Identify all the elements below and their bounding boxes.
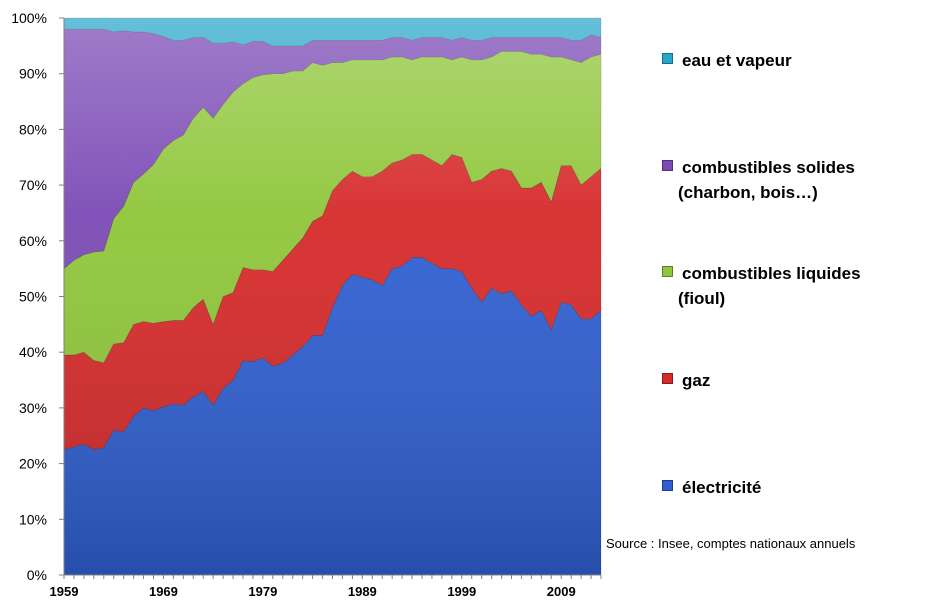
x-tick-label: 1999 xyxy=(447,584,476,599)
plot-gloss-overlay xyxy=(64,18,601,575)
y-tick-label: 0% xyxy=(27,567,47,583)
y-tick-label: 90% xyxy=(19,66,47,82)
x-tick-label: 1969 xyxy=(149,584,178,599)
y-tick-label: 100% xyxy=(11,10,47,26)
y-tick-label: 10% xyxy=(19,511,47,527)
legend-swatch-gaz xyxy=(662,373,673,384)
legend-item-combustibles-solides: combustibles solides (charbon, bois…) xyxy=(662,155,855,205)
y-tick-label: 80% xyxy=(19,121,47,137)
legend-label-gaz: gaz xyxy=(682,371,711,390)
x-axis: 1959 1969 1979 1989 1999 2009 xyxy=(50,574,602,599)
legend-swatch-combustibles-liquides xyxy=(662,266,673,277)
y-tick-label: 60% xyxy=(19,233,47,249)
legend-label-eau-et-vapeur: eau et vapeur xyxy=(682,51,792,70)
y-tick-label: 40% xyxy=(19,344,47,360)
y-tick-label: 30% xyxy=(19,400,47,416)
legend-label-combustibles-liquides: combustibles liquides xyxy=(682,264,861,283)
y-tick-label: 70% xyxy=(19,177,47,193)
legend-swatch-electricite xyxy=(662,480,673,491)
legend-label-combustibles-liquides-line2: (fioul) xyxy=(678,289,726,308)
x-tick-label: 1979 xyxy=(248,584,277,599)
x-tick-label: 1959 xyxy=(50,584,79,599)
legend-swatch-combustibles-solides xyxy=(662,160,673,171)
y-tick-label: 50% xyxy=(19,289,47,305)
legend-item-combustibles-liquides: combustibles liquides (fioul) xyxy=(662,261,861,311)
legend-label-combustibles-solides-line2: (charbon, bois…) xyxy=(678,183,818,202)
legend-item-gaz: gaz xyxy=(662,368,710,393)
area-series-group xyxy=(63,17,602,576)
y-tick-label: 20% xyxy=(19,456,47,472)
legend-item-eau-et-vapeur: eau et vapeur xyxy=(662,48,792,73)
source-note: Source : Insee, comptes nationaux annuel… xyxy=(606,536,856,551)
legend-label-electricite: électricité xyxy=(682,478,762,497)
legend-item-electricite: électricité xyxy=(662,475,761,500)
y-axis: 0% 10% 20% 30% 40% 50% 60% 70% 80% 90% 100% xyxy=(11,10,65,583)
x-tick-label: 2009 xyxy=(547,584,576,599)
x-tick-label: 1989 xyxy=(348,584,377,599)
legend-label-combustibles-solides: combustibles solides xyxy=(682,158,855,177)
legend-swatch-eau-et-vapeur xyxy=(662,53,673,64)
